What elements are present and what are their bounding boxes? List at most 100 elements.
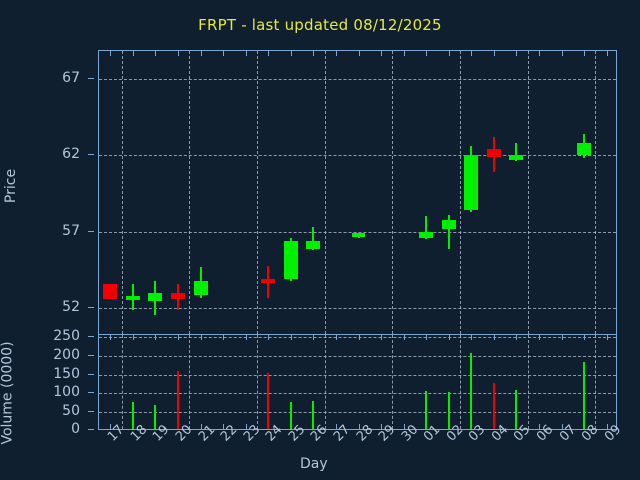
vertical-gridline	[324, 51, 326, 334]
x-tick-mark	[539, 335, 541, 340]
volume-bar	[267, 372, 270, 429]
vertical-gridline	[595, 335, 597, 429]
x-tick-mark	[290, 51, 292, 56]
volume-bar	[492, 383, 495, 429]
candle-body	[306, 241, 321, 249]
vertical-gridline	[460, 51, 462, 334]
x-tick-mark	[358, 335, 360, 340]
x-tick-mark	[561, 424, 563, 429]
candle-wick	[515, 142, 518, 162]
x-tick-mark	[132, 51, 134, 56]
candle-body	[419, 231, 434, 238]
volume-bar	[425, 390, 428, 429]
x-tick-mark	[584, 51, 586, 56]
vertical-gridline	[392, 51, 394, 334]
price-tick-label: 67	[62, 69, 80, 86]
x-tick-mark	[110, 335, 112, 340]
volume-bar	[583, 362, 586, 429]
volume-bar	[447, 392, 450, 429]
volume-tick-mark	[88, 429, 94, 430]
price-tick-mark	[88, 77, 94, 79]
candle-body	[509, 155, 524, 160]
x-tick-mark	[493, 51, 495, 56]
volume-bar	[176, 371, 179, 429]
candle-body	[283, 241, 298, 280]
x-tick-mark	[110, 424, 112, 429]
vertical-gridline	[256, 51, 258, 334]
candle-body	[577, 142, 592, 156]
volume-tick-mark	[88, 411, 94, 413]
x-tick-mark	[313, 51, 315, 56]
candle-body	[351, 233, 366, 238]
page-title: FRPT - last updated 08/12/2025	[198, 16, 442, 34]
candle-body	[464, 155, 479, 211]
x-tick-mark	[132, 335, 134, 340]
volume-plot-area	[98, 334, 617, 430]
x-tick-mark	[539, 51, 541, 56]
x-tick-mark	[493, 335, 495, 340]
candle-body	[170, 293, 185, 300]
candle-wick	[425, 216, 428, 240]
x-tick-mark	[516, 335, 518, 340]
price-gridline	[99, 231, 616, 233]
vertical-gridline	[460, 335, 462, 429]
price-tick-mark	[88, 154, 94, 156]
price-axis-ticks: 52 57 62 67	[0, 50, 94, 335]
volume-gridline	[99, 336, 616, 338]
volume-tick-mark	[88, 373, 94, 375]
x-tick-mark	[245, 424, 247, 429]
x-tick-mark	[223, 424, 225, 429]
x-tick-mark	[223, 335, 225, 340]
x-tick-mark	[245, 335, 247, 340]
x-tick-mark	[358, 424, 360, 429]
vertical-gridline	[595, 51, 597, 334]
x-tick-mark	[177, 51, 179, 56]
volume-bar	[289, 402, 292, 429]
volume-bar	[470, 352, 473, 429]
price-gridline	[99, 308, 616, 310]
vertical-gridline	[189, 51, 191, 334]
x-tick-mark	[403, 335, 405, 340]
x-tick-mark	[177, 335, 179, 340]
vertical-gridline	[527, 51, 529, 334]
candle-body	[441, 219, 456, 229]
vertical-gridline	[121, 51, 123, 334]
x-tick-mark	[606, 424, 608, 429]
x-tick-mark	[358, 51, 360, 56]
vertical-gridline	[527, 335, 529, 429]
x-tick-mark	[110, 51, 112, 56]
volume-bar	[154, 405, 157, 429]
volume-tick-label: 100	[53, 384, 80, 401]
price-tick-mark	[88, 307, 94, 309]
volume-gridline	[99, 355, 616, 357]
volume-axis-ticks: 0 50 100 150 200 250	[0, 328, 94, 437]
price-gridline	[99, 155, 616, 157]
volume-bar	[131, 401, 134, 429]
volume-tick-label: 0	[71, 421, 80, 437]
x-tick-mark	[245, 51, 247, 56]
volume-tick-label: 50	[62, 403, 80, 420]
volume-tick-label: 200	[53, 346, 80, 363]
vertical-gridline	[189, 335, 191, 429]
price-tick-mark	[88, 230, 94, 232]
x-tick-mark	[448, 335, 450, 340]
x-tick-mark	[606, 335, 608, 340]
x-tick-mark	[516, 51, 518, 56]
x-tick-mark	[426, 335, 428, 340]
candle-body	[125, 296, 140, 301]
x-tick-mark	[539, 424, 541, 429]
x-tick-mark	[200, 51, 202, 56]
volume-tick-mark	[88, 392, 94, 394]
volume-tick-mark	[88, 335, 94, 337]
volume-gridline	[99, 393, 616, 395]
x-tick-mark	[313, 335, 315, 340]
x-tick-mark	[268, 335, 270, 340]
x-tick-mark	[223, 51, 225, 56]
x-axis-label: Day	[300, 456, 328, 472]
price-tick-label: 57	[62, 222, 80, 239]
x-tick-mark	[426, 51, 428, 56]
x-tick-mark	[381, 424, 383, 429]
candle-wick	[447, 214, 450, 249]
volume-tick-label: 250	[53, 327, 80, 344]
